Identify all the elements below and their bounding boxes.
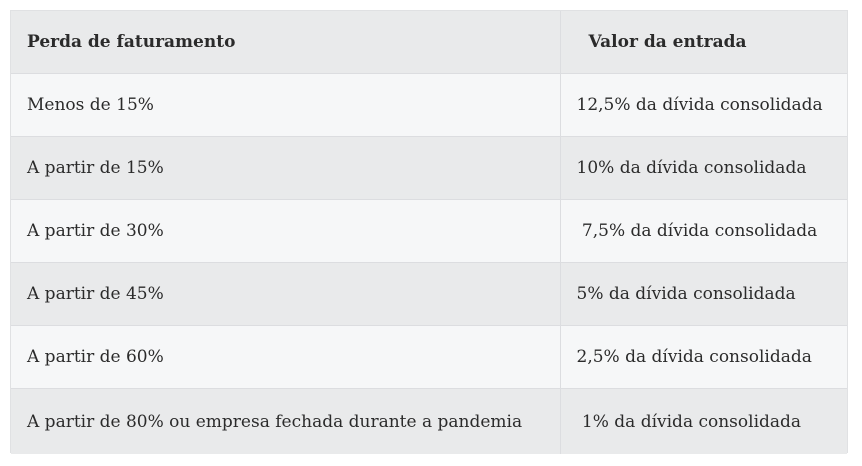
loss-cell: A partir de 30% (11, 199, 560, 263)
table-header-row: Perda de faturamento Valor da entrada (11, 11, 847, 74)
table-row: A partir de 30% 7,5% da dívida consolida… (11, 199, 847, 263)
down-payment-cell: 12,5% da dívida consolidada (559, 73, 847, 137)
loss-cell: A partir de 45% (11, 262, 560, 326)
table-row: Menos de 15% 12,5% da dívida consolidada (11, 73, 847, 137)
loss-cell: Menos de 15% (11, 73, 560, 137)
table-row: A partir de 60% 2,5% da dívida consolida… (11, 325, 847, 389)
down-payment-cell: 2,5% da dívida consolidada (559, 325, 847, 389)
column-header-loss: Perda de faturamento (11, 11, 560, 74)
table-row: A partir de 80% ou empresa fechada duran… (11, 388, 847, 454)
loss-cell: A partir de 80% ou empresa fechada duran… (11, 388, 560, 454)
data-table: Perda de faturamento Valor da entrada Me… (10, 10, 848, 454)
loss-cell: A partir de 15% (11, 136, 560, 200)
down-payment-cell: 7,5% da dívida consolidada (559, 199, 847, 263)
loss-cell: A partir de 60% (11, 325, 560, 389)
table-row: A partir de 15% 10% da dívida consolidad… (11, 136, 847, 200)
down-payment-cell: 5% da dívida consolidada (559, 262, 847, 326)
down-payment-cell: 10% da dívida consolidada (559, 136, 847, 200)
table-row: A partir de 45% 5% da dívida consolidada (11, 262, 847, 326)
column-header-down-payment: Valor da entrada (559, 11, 847, 74)
down-payment-cell: 1% da dívida consolidada (559, 388, 847, 454)
